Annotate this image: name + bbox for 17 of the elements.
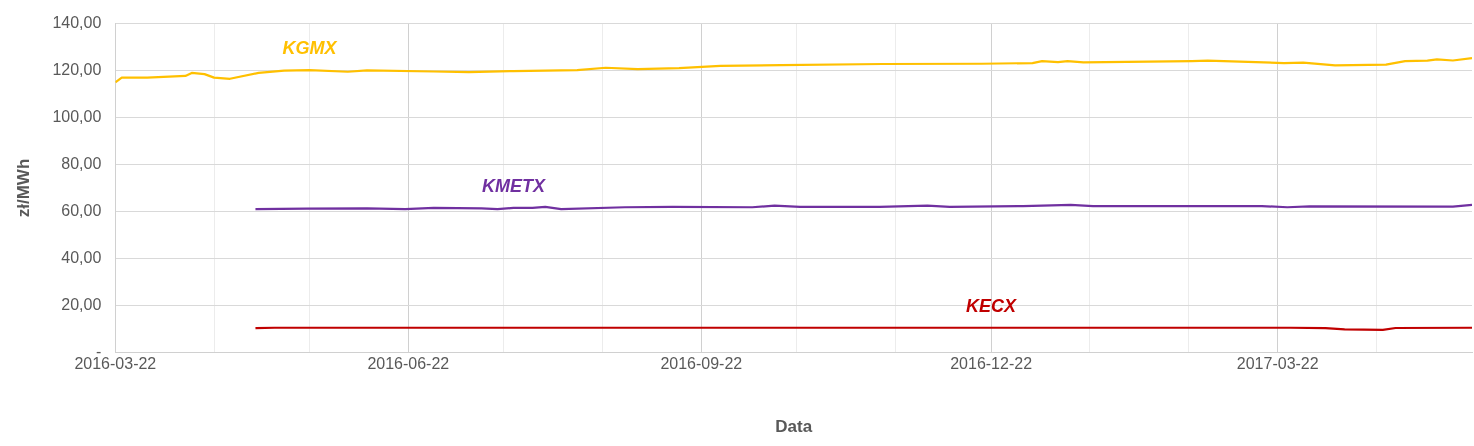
y-tick-label: 100,00 [52, 107, 102, 125]
y-tick-label: 120,00 [52, 60, 102, 78]
y-axis-title: zł/MWh [13, 158, 33, 218]
series-label: KGMX [282, 38, 338, 59]
y-tick-label: 40,00 [61, 248, 102, 266]
x-tick-label: 2017-03-22 [1236, 355, 1319, 373]
y-tick-label: 80,00 [61, 154, 102, 172]
x-tick-label: 2016-09-22 [660, 355, 743, 373]
x-tick-label: 2016-12-22 [950, 355, 1033, 373]
x-tick-label: 2016-03-22 [74, 355, 157, 373]
y-tick-label: 20,00 [61, 295, 102, 313]
series-label: KMETX [481, 175, 546, 196]
x-tick-label: 2016-06-22 [367, 355, 450, 373]
x-axis-title: Data [775, 417, 813, 437]
y-tick-label: 140,00 [52, 14, 102, 32]
y-tick-label: 60,00 [61, 201, 102, 219]
series-label: KECX [966, 295, 1018, 316]
